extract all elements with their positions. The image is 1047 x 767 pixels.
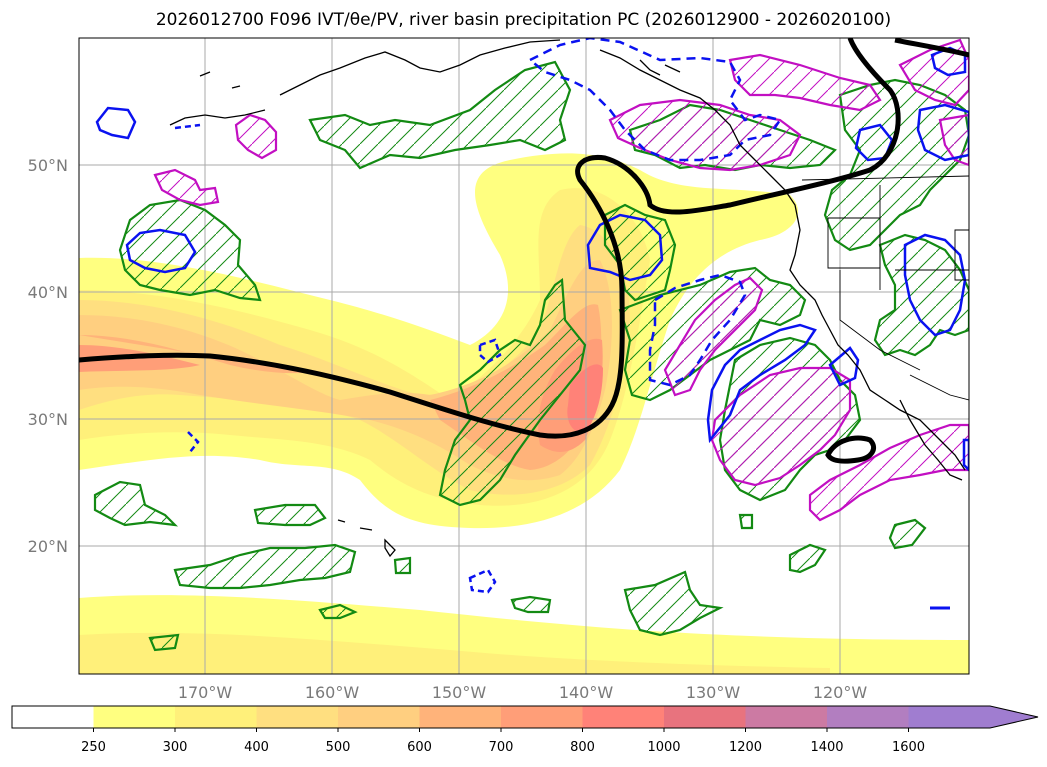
colorbar-segment xyxy=(582,706,665,728)
map-frame xyxy=(78,37,970,675)
lon-label-140w: 140°W xyxy=(558,683,614,702)
lon-label-170w: 170°W xyxy=(177,683,233,702)
colorbar xyxy=(11,705,1039,732)
colorbar-tick-label: 500 xyxy=(325,740,351,755)
lat-label-30n: 30°N xyxy=(27,410,68,429)
map-layers xyxy=(79,38,969,674)
blue-contours xyxy=(95,38,969,610)
colorbar-tick-label: 1000 xyxy=(647,740,681,755)
colorbar-extend-arrow xyxy=(908,706,1038,728)
lat-label-20n: 20°N xyxy=(27,537,68,556)
colorbar-segment xyxy=(419,706,502,728)
lat-label-50n: 50°N xyxy=(27,156,68,175)
colorbar-segment xyxy=(501,706,583,728)
colorbar-tick-label: 1600 xyxy=(891,740,926,755)
colorbar-segment xyxy=(93,706,176,728)
lon-label-130w: 130°W xyxy=(685,683,741,702)
colorbar-tick-label: 700 xyxy=(488,740,514,755)
colorbar-segment xyxy=(175,706,257,728)
lon-label-150w: 150°W xyxy=(431,683,487,702)
colorbar-tick-label: 250 xyxy=(81,740,106,755)
ivt-thick-contour xyxy=(79,38,969,464)
colorbar-tick-label: 300 xyxy=(162,740,188,755)
colorbar-tick-label: 1200 xyxy=(728,740,763,755)
colorbar-tick-label: 600 xyxy=(407,740,432,755)
coastlines xyxy=(169,39,966,558)
colorbar-segment xyxy=(12,706,94,728)
colorbar-segment xyxy=(338,706,420,728)
colorbar-outline xyxy=(11,705,1039,729)
colorbar-tick-label: 400 xyxy=(244,740,269,755)
map-title: 2026012700 F096 IVT/θe/PV, river basin p… xyxy=(155,10,892,30)
lon-label-160w: 160°W xyxy=(304,683,360,702)
colorbar-tick-label: 1400 xyxy=(810,740,844,755)
colorbar-segment xyxy=(256,706,339,728)
colorbar-segment xyxy=(664,706,746,728)
colorbar-segment xyxy=(827,706,909,728)
lat-label-40n: 40°N xyxy=(27,283,68,302)
lon-label-120w: 120°W xyxy=(812,683,868,702)
colorbar-segment xyxy=(745,706,828,728)
colorbar-tick-label: 800 xyxy=(570,740,595,755)
